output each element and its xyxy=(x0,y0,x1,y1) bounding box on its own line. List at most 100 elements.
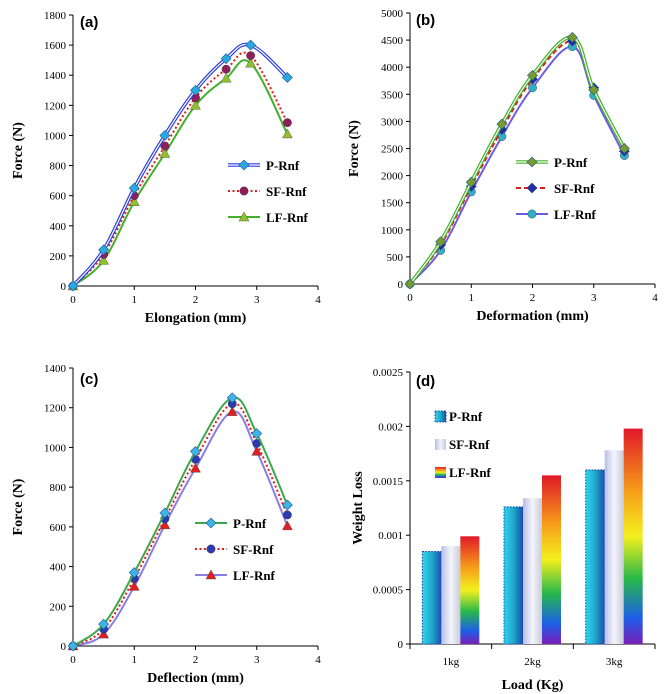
y-tick-label: 1600 xyxy=(44,40,67,52)
data-point-p-rnf xyxy=(190,84,201,96)
y-tick-label: 1200 xyxy=(44,100,67,112)
y-tick-label: 400 xyxy=(50,562,67,574)
data-point-sf-rnf xyxy=(160,141,170,151)
data-point-p-rnf xyxy=(465,176,477,188)
x-tick-label: 2kg xyxy=(524,656,541,668)
y-tick-label: 0.002 xyxy=(378,421,403,433)
bar-sf-rnf-3kg xyxy=(604,450,624,644)
x-tick-label: 3 xyxy=(254,294,260,306)
y-tick-label: 0.0015 xyxy=(373,476,404,488)
data-point-lf-rnf xyxy=(251,445,263,456)
data-point-sf-rnf xyxy=(246,51,256,61)
data-point-p-rnf xyxy=(245,39,257,51)
data-point-p-rnf xyxy=(220,53,232,65)
y-tick-label: 2000 xyxy=(381,171,404,183)
bar-lf-rnf-1kg xyxy=(460,536,480,644)
y-tick-label: 1000 xyxy=(381,225,404,237)
y-tick-label: 200 xyxy=(50,601,67,613)
y-axis-title: Force (N) xyxy=(11,122,26,179)
data-point-p-rnf xyxy=(588,84,600,96)
x-tick-label: 2 xyxy=(193,654,199,666)
panel-label: (b) xyxy=(416,12,435,29)
x-tick-label: 0 xyxy=(70,654,76,666)
data-point-lf-rnf xyxy=(190,99,201,110)
data-point-p-rnf xyxy=(159,130,171,141)
chart-panel-c: 0 200 400 600 800 1000 1200 1400 0 1 2 3 4 Deflection… xyxy=(11,363,321,686)
y-tick-label: 0.0005 xyxy=(373,585,404,597)
y-tick-label: 500 xyxy=(387,252,404,264)
data-point-p-rnf xyxy=(435,236,447,248)
y-tick-label: 0.001 xyxy=(378,530,403,542)
legend-marker xyxy=(206,544,216,554)
chart-panel-a: 0 200 400 600 800 1000 1200 1400 1600 1800 0 1 2 3 4 El… xyxy=(11,10,321,326)
legend-label: LF-Rnf xyxy=(266,210,309,225)
y-axis-title: Force (N) xyxy=(11,478,26,535)
x-tick-label: 0 xyxy=(70,294,76,306)
x-axis-title: Elongation (mm) xyxy=(145,311,247,326)
legend-marker xyxy=(239,186,249,196)
data-point-lf-rnf xyxy=(98,254,109,265)
data-point-lf-rnf xyxy=(245,57,256,68)
y-tick-label: 0 xyxy=(398,639,404,651)
y-tick-label: 2500 xyxy=(381,144,404,156)
y-tick-label: 5000 xyxy=(381,8,404,20)
legend-swatch xyxy=(434,410,447,423)
y-tick-label: 1000 xyxy=(44,130,67,142)
x-tick-label: 2 xyxy=(530,292,536,304)
data-point-lf-rnf xyxy=(226,406,238,416)
legend-marker xyxy=(205,517,217,529)
y-tick-label: 600 xyxy=(50,522,67,534)
y-tick-label: 400 xyxy=(50,221,67,233)
data-point-lf-rnf xyxy=(282,128,293,139)
x-tick-label: 3 xyxy=(591,292,597,304)
data-point-p-rnf xyxy=(67,280,79,292)
data-point-p-rnf xyxy=(496,118,508,130)
bar-p-rnf-1kg xyxy=(421,551,442,645)
data-point-p-rnf xyxy=(281,499,293,511)
x-tick-label: 3 xyxy=(254,654,260,666)
data-point-p-rnf xyxy=(190,445,201,457)
bar-sf-rnf-2kg xyxy=(523,498,542,644)
legend-label: LF-Rnf xyxy=(554,207,597,222)
data-point-p-rnf xyxy=(67,640,79,652)
legend-label: SF-Rnf xyxy=(554,181,595,196)
data-point-p-rnf xyxy=(251,428,263,439)
legend-marker xyxy=(238,211,250,222)
data-point-lf-rnf xyxy=(128,581,140,591)
y-tick-label: 1500 xyxy=(381,198,404,210)
panel-label: (c) xyxy=(80,371,98,388)
y-tick-label: 0 xyxy=(61,641,67,653)
x-tick-label: 1 xyxy=(132,294,138,306)
bar-p-rnf-2kg xyxy=(503,506,524,645)
y-tick-label: 0 xyxy=(398,279,404,291)
x-axis-title: Deformation (mm) xyxy=(476,309,589,324)
x-tick-label: 3kg xyxy=(606,656,623,668)
data-point-lf-rnf xyxy=(98,628,109,639)
y-tick-label: 4500 xyxy=(381,35,404,47)
x-tick-label: 4 xyxy=(652,292,658,304)
x-tick-label: 4 xyxy=(315,294,321,306)
data-point-p-rnf xyxy=(566,31,578,43)
panel-label: (d) xyxy=(416,373,435,390)
panel-label: (a) xyxy=(80,14,98,31)
legend-marker xyxy=(238,159,250,171)
legend-label: LF-Rnf xyxy=(233,568,276,583)
x-axis-title: Deflection (mm) xyxy=(147,671,244,686)
data-point-sf-rnf xyxy=(282,510,292,520)
bar-p-rnf-3kg xyxy=(585,469,606,645)
legend-label: P-Rnf xyxy=(233,516,267,531)
y-tick-label: 800 xyxy=(50,482,67,494)
x-tick-label: 1kg xyxy=(443,656,460,668)
legend-marker xyxy=(527,209,537,219)
y-axis-title: Force (N) xyxy=(347,120,362,177)
y-tick-label: 0.0025 xyxy=(373,367,404,379)
y-tick-label: 200 xyxy=(50,251,67,263)
legend-label: LF-Rnf xyxy=(449,465,492,480)
data-point-p-rnf xyxy=(527,69,538,81)
y-tick-label: 0 xyxy=(61,281,67,293)
legend-swatch xyxy=(435,467,446,478)
legend-marker xyxy=(526,182,538,194)
y-tick-label: 600 xyxy=(50,191,67,203)
y-tick-label: 800 xyxy=(50,161,67,173)
legend-label: SF-Rnf xyxy=(266,184,307,199)
